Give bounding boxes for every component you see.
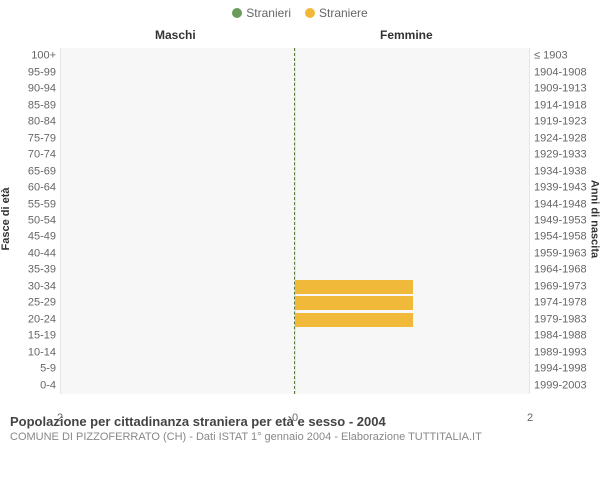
birth-year-label: 1984-1988: [534, 331, 600, 342]
age-label: 60-64: [0, 183, 56, 194]
birth-year-label: 1994-1998: [534, 364, 600, 375]
age-label: 25-29: [0, 298, 56, 309]
chart-footer: Popolazione per cittadinanza straniera p…: [0, 414, 600, 449]
age-label: 50-54: [0, 216, 56, 227]
x-tick-label: 0: [292, 412, 298, 424]
legend-dot-icon: [232, 8, 242, 18]
birth-year-label: 1969-1973: [534, 281, 600, 292]
legend-item: Stranieri: [232, 6, 291, 20]
age-label: 35-39: [0, 265, 56, 276]
x-tick-label: 2: [527, 412, 533, 424]
chart-subtitle: COMUNE DI PIZZOFERRATO (CH) - Dati ISTAT…: [10, 431, 590, 443]
age-label: 80-84: [0, 117, 56, 128]
birth-year-labels: ≤ 1903 1904-1908 1909-1913 1914-1918 1919-19…: [534, 48, 600, 394]
age-label: 0-4: [0, 380, 56, 391]
birth-year-label: 1959-1963: [534, 248, 600, 259]
birth-year-label: 1904-1908: [534, 67, 600, 78]
age-label: 40-44: [0, 248, 56, 259]
age-label: 30-34: [0, 281, 56, 292]
age-labels: 100+ 95-99 90-94 85-89 80-84 75-79 70-74 65-69 6…: [0, 48, 56, 394]
birth-year-label: 1944-1948: [534, 199, 600, 210]
age-label: 15-19: [0, 331, 56, 342]
birth-year-label: 1954-1958: [534, 232, 600, 243]
age-label: 55-59: [0, 199, 56, 210]
x-tick-label: 2: [57, 412, 63, 424]
age-label: 95-99: [0, 67, 56, 78]
age-label: 70-74: [0, 150, 56, 161]
age-label: 65-69: [0, 166, 56, 177]
birth-year-label: 1929-1933: [534, 150, 600, 161]
age-label: 45-49: [0, 232, 56, 243]
age-label: 20-24: [0, 314, 56, 325]
birth-year-label: 1939-1943: [534, 183, 600, 194]
birth-year-label: 1909-1913: [534, 84, 600, 95]
legend-item: Straniere: [305, 6, 368, 20]
legend-dot-icon: [305, 8, 315, 18]
birth-year-label: ≤ 1903: [534, 51, 600, 62]
legend-label: Straniere: [319, 6, 368, 20]
age-label: 75-79: [0, 133, 56, 144]
age-label: 5-9: [0, 364, 56, 375]
age-label: 10-14: [0, 347, 56, 358]
legend: Stranieri Straniere: [0, 0, 600, 20]
birth-year-label: 1974-1978: [534, 298, 600, 309]
population-pyramid-chart: Fasce di età Anni di nascita Maschi Femm…: [0, 24, 600, 414]
birth-year-label: 1924-1928: [534, 133, 600, 144]
center-divider: [294, 48, 295, 394]
birth-year-label: 1979-1983: [534, 314, 600, 325]
birth-year-label: 1964-1968: [534, 265, 600, 276]
female-bar: [295, 313, 413, 327]
birth-year-label: 1989-1993: [534, 347, 600, 358]
birth-year-label: 1999-2003: [534, 380, 600, 391]
age-label: 90-94: [0, 84, 56, 95]
female-bar: [295, 296, 413, 310]
female-column-header: Femmine: [380, 28, 433, 42]
birth-year-label: 1949-1953: [534, 216, 600, 227]
birth-year-label: 1919-1923: [534, 117, 600, 128]
chart-title: Popolazione per cittadinanza straniera p…: [10, 414, 590, 429]
male-column-header: Maschi: [155, 28, 196, 42]
legend-label: Stranieri: [246, 6, 291, 20]
birth-year-label: 1934-1938: [534, 166, 600, 177]
female-bar: [295, 280, 413, 294]
age-label: 100+: [0, 51, 56, 62]
age-label: 85-89: [0, 100, 56, 111]
birth-year-label: 1914-1918: [534, 100, 600, 111]
plot-area: [60, 48, 530, 394]
